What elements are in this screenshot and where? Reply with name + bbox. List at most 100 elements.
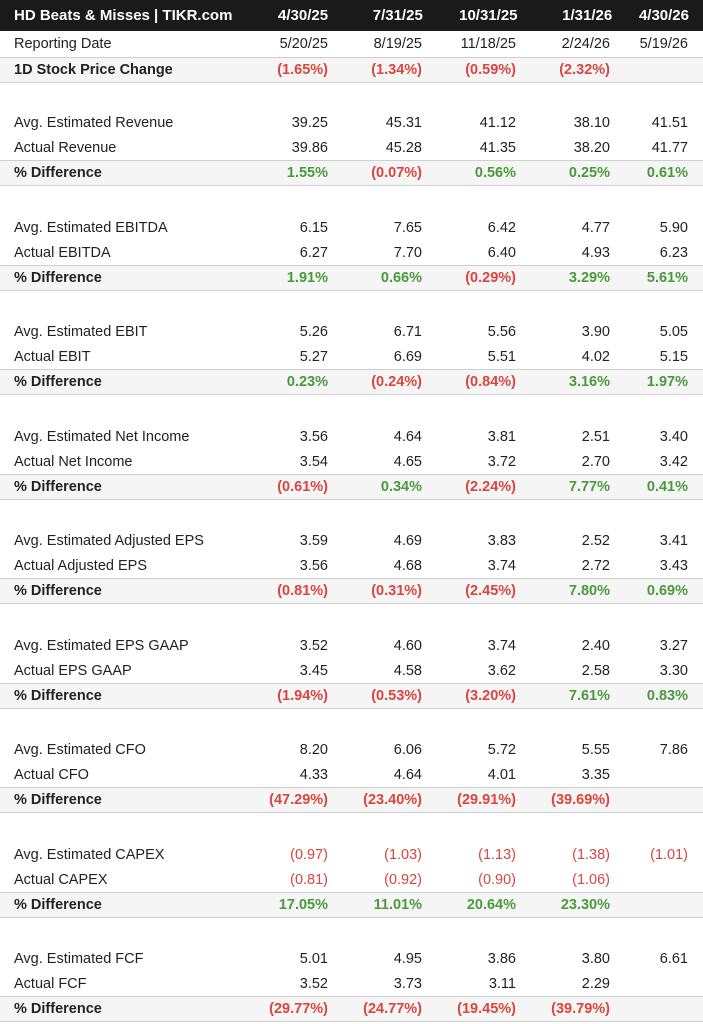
row-label: Avg. Estimated CFO: [14, 741, 146, 758]
act-value: 4.93: [581, 244, 610, 261]
est-value: 7.65: [393, 219, 422, 236]
row-label: % Difference: [14, 270, 102, 286]
est-value: (1.38): [572, 846, 610, 863]
diff-value: 7.77%: [568, 479, 610, 495]
row-label: Actual EBIT: [14, 348, 91, 365]
est-value: 5.55: [581, 741, 610, 758]
est-value: (0.97): [290, 846, 328, 863]
diff-value: (0.84%): [465, 374, 516, 390]
act-row: Actual CAPEX (0.81) (0.92) (0.90) (1.06): [0, 867, 703, 892]
diff-value: 3.29%: [568, 270, 610, 286]
act-row: Actual EPS GAAP 3.45 4.58 3.62 2.58 3.30: [0, 658, 703, 683]
reporting-date: 5/20/25: [279, 36, 328, 52]
diff-value: (39.79%): [551, 1001, 610, 1017]
est-value: (1.03): [384, 846, 422, 863]
est-value: 4.69: [393, 532, 422, 549]
price-change-value: (1.65%): [277, 62, 328, 78]
act-value: 6.69: [393, 348, 422, 365]
period-header[interactable]: 4/30/25: [278, 7, 329, 24]
act-value: 3.56: [299, 557, 328, 574]
est-row: Avg. Estimated Revenue 39.25 45.31 41.12 38.…: [0, 110, 703, 135]
diff-value: 11.01%: [373, 897, 422, 913]
diff-value: 0.25%: [568, 165, 610, 181]
period-header[interactable]: 1/31/26: [562, 7, 613, 24]
row-label: Actual Adjusted EPS: [14, 557, 147, 574]
act-value: 2.70: [581, 453, 610, 470]
diff-value: (39.69%): [551, 792, 610, 808]
row-label: % Difference: [14, 897, 102, 913]
row-label: Avg. Estimated Adjusted EPS: [14, 532, 204, 549]
act-value: 3.35: [581, 766, 610, 783]
diff-value: (0.24%): [371, 374, 422, 390]
row-label: % Difference: [14, 583, 102, 599]
table-header: HD Beats & Misses | TIKR.com 4/30/25 7/3…: [0, 0, 703, 31]
est-value: 39.25: [291, 114, 328, 131]
act-value: 3.74: [487, 557, 516, 574]
diff-value: (24.77%): [363, 1001, 422, 1017]
est-value: 5.56: [487, 323, 516, 340]
est-row: Avg. Estimated EBIT 5.26 6.71 5.56 3.90 5.05: [0, 319, 703, 344]
est-value: 5.90: [659, 219, 688, 236]
diff-row: % Difference (0.61%) 0.34% (2.24%) 7.77% 0.41…: [0, 474, 703, 500]
act-value: 4.68: [393, 557, 422, 574]
diff-value: (0.61%): [277, 479, 328, 495]
period-header[interactable]: 10/31/25: [459, 7, 518, 24]
est-value: 5.72: [487, 741, 516, 758]
diff-value: (29.91%): [457, 792, 516, 808]
row-label: % Difference: [14, 479, 102, 495]
row-label: Avg. Estimated EPS GAAP: [14, 637, 189, 654]
diff-row: % Difference 17.05% 11.01% 20.64% 23.30%: [0, 892, 703, 918]
est-value: 3.83: [487, 532, 516, 549]
est-row: Avg. Estimated CAPEX (0.97) (1.03) (1.13) (1…: [0, 842, 703, 867]
est-value: 2.40: [581, 637, 610, 654]
diff-value: 0.23%: [286, 374, 328, 390]
est-value: 5.05: [659, 323, 688, 340]
act-value: 3.72: [487, 453, 516, 470]
est-value: 2.52: [581, 532, 610, 549]
diff-value: (29.77%): [269, 1001, 328, 1017]
act-value: 4.33: [299, 766, 328, 783]
est-row: Avg. Estimated CFO 8.20 6.06 5.72 5.55 7.86: [0, 737, 703, 762]
diff-value: (23.40%): [363, 792, 422, 808]
period-header[interactable]: 4/30/26: [638, 7, 689, 24]
est-value: 41.51: [651, 114, 688, 131]
est-value: 3.52: [299, 637, 328, 654]
price-change-value: (2.32%): [559, 62, 610, 78]
row-label: % Difference: [14, 165, 102, 181]
act-row: Actual Revenue 39.86 45.28 41.35 38.20 41.77: [0, 135, 703, 160]
act-row: Actual FCF 3.52 3.73 3.11 2.29: [0, 971, 703, 996]
act-value: 5.27: [299, 348, 328, 365]
est-value: 6.15: [299, 219, 328, 236]
act-value: 7.70: [393, 244, 422, 261]
act-row: Actual Adjusted EPS 3.56 4.68 3.74 2.72 3.43: [0, 553, 703, 578]
est-value: 7.86: [659, 741, 688, 758]
row-label: Avg. Estimated FCF: [14, 950, 144, 967]
act-value: 3.43: [659, 557, 688, 574]
diff-value: (2.24%): [465, 479, 516, 495]
act-value: 3.73: [393, 975, 422, 992]
est-value: 6.61: [659, 950, 688, 967]
reporting-date: 11/18/25: [460, 36, 516, 52]
row-label: % Difference: [14, 374, 102, 390]
diff-value: 7.61%: [568, 688, 610, 704]
act-value: 3.62: [487, 662, 516, 679]
act-value: 4.02: [581, 348, 610, 365]
diff-value: 3.16%: [568, 374, 610, 390]
act-row: Actual CFO 4.33 4.64 4.01 3.35: [0, 762, 703, 787]
est-value: 5.01: [299, 950, 328, 967]
act-value: (0.90): [478, 871, 516, 888]
est-row: Avg. Estimated Adjusted EPS 3.59 4.69 3.83 2…: [0, 528, 703, 553]
act-row: Actual EBITDA 6.27 7.70 6.40 4.93 6.23: [0, 240, 703, 265]
row-label: % Difference: [14, 1001, 102, 1017]
diff-value: 0.56%: [474, 165, 516, 181]
est-value: 2.51: [581, 428, 610, 445]
diff-value: 0.69%: [646, 583, 688, 599]
period-header[interactable]: 7/31/25: [372, 7, 423, 24]
row-label: Actual EBITDA: [14, 244, 111, 261]
est-value: 3.41: [659, 532, 688, 549]
reporting-date-row: Reporting Date 5/20/25 8/19/25 11/18/25 …: [0, 31, 703, 57]
diff-value: 0.61%: [646, 165, 688, 181]
est-value: 4.77: [581, 219, 610, 236]
diff-row: % Difference 1.91% 0.66% (0.29%) 3.29% 5.61%: [0, 265, 703, 291]
diff-value: (0.53%): [371, 688, 422, 704]
